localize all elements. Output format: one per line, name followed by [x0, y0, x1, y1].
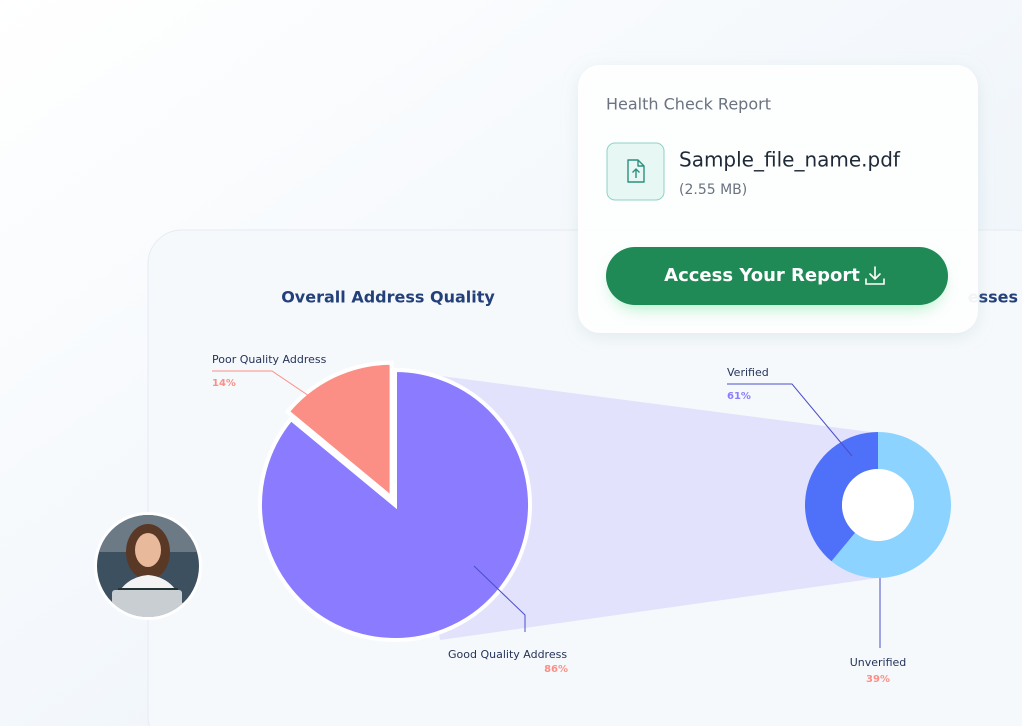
slice-value: 39% [866, 674, 890, 685]
file-icon [627, 159, 645, 183]
slice [805, 432, 878, 562]
card-heading: Health Check Report [606, 95, 771, 114]
slice [831, 432, 951, 578]
access-button[interactable] [606, 247, 948, 305]
slice-label: Verified [727, 366, 769, 379]
file-name: Sample_file_name.pdf [679, 148, 901, 172]
button-label: Access Your Report [664, 265, 860, 286]
avatar-face [135, 533, 161, 567]
file-size: (2.55 MB) [679, 182, 747, 198]
slice-value: 86% [544, 664, 568, 675]
slice-label: Good Quality Address [448, 648, 567, 661]
avatar [94, 512, 202, 620]
slice-label: Unverified [850, 656, 907, 669]
leader-line [473, 565, 526, 632]
donut-hole [842, 469, 914, 541]
slice [258, 367, 532, 642]
avatar-laptop [112, 590, 182, 617]
charts: Overall Address Quality Poor Quality Addr… [212, 288, 1018, 685]
slice-value: 14% [212, 378, 236, 389]
chart-title: Overall Address Quality [281, 288, 495, 307]
slice-label: Poor Quality Address [212, 353, 327, 366]
slice [284, 360, 394, 503]
projection [395, 370, 878, 640]
download-icon [865, 266, 885, 285]
leader-line [212, 370, 319, 403]
chart-title: esses [968, 288, 1018, 307]
report-card: Health Check Report Sample_file_name.pdf… [578, 65, 978, 333]
leader-line [727, 383, 853, 457]
slice-value: 61% [727, 391, 751, 402]
